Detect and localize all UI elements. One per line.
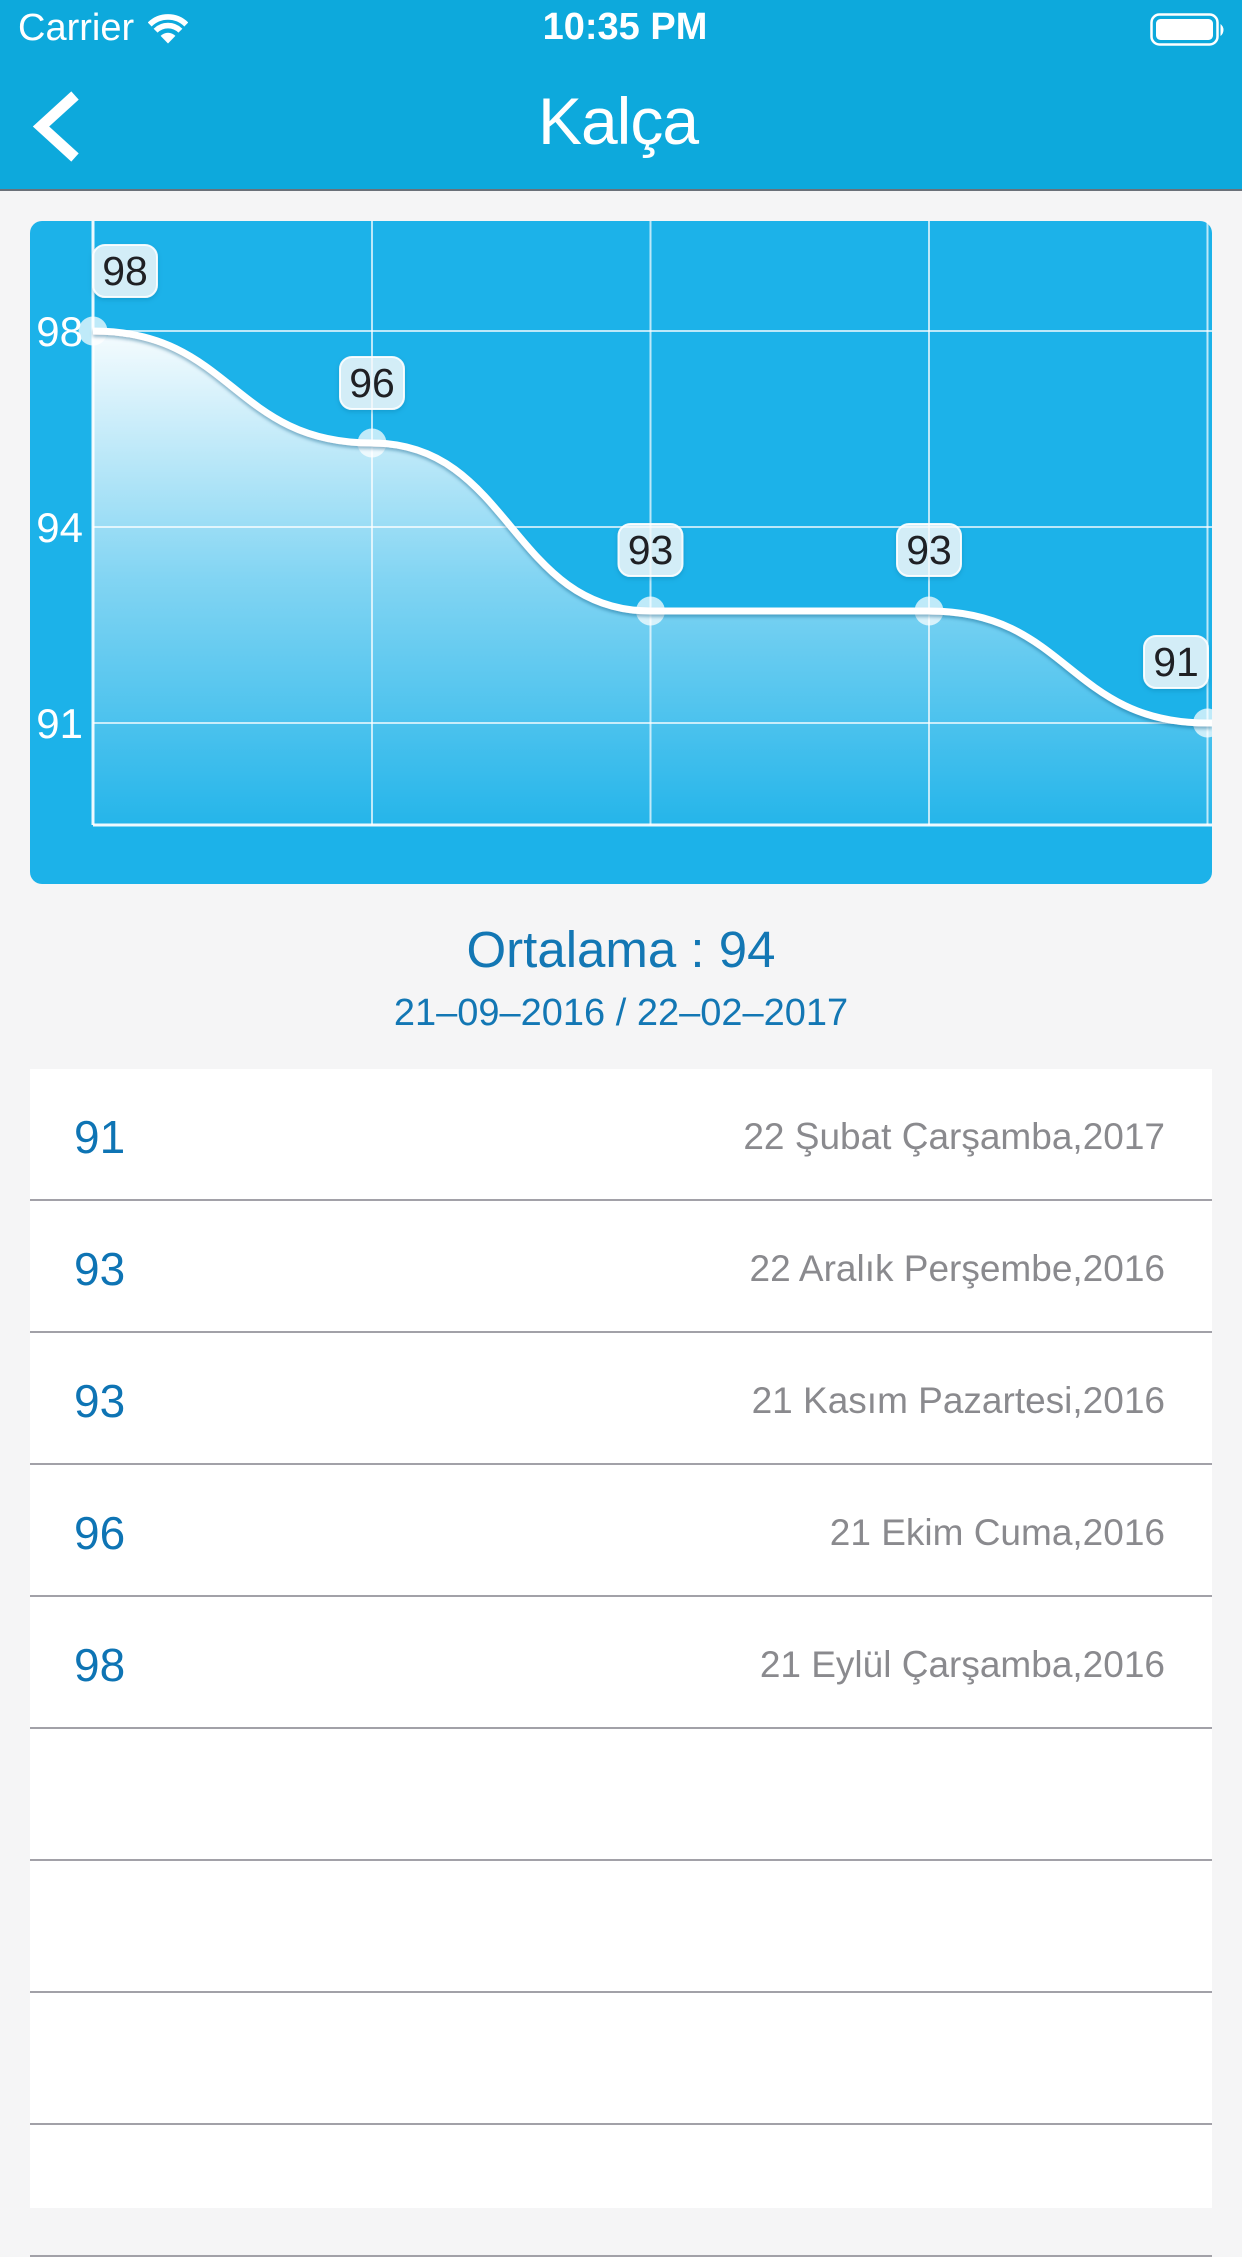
svg-text:96: 96 [349, 360, 395, 406]
svg-text:93: 93 [906, 527, 952, 573]
svg-text:91: 91 [36, 700, 83, 747]
svg-text:94: 94 [36, 504, 83, 551]
svg-text:98: 98 [102, 248, 148, 294]
svg-text:91: 91 [1153, 639, 1199, 685]
svg-text:98: 98 [36, 308, 83, 355]
svg-text:93: 93 [628, 527, 674, 573]
